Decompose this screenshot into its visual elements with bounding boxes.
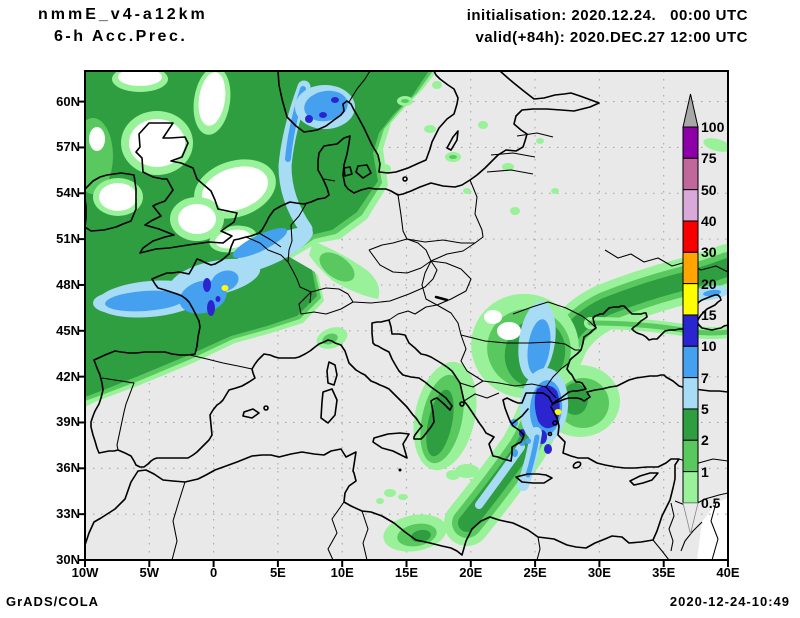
coast-blacksea-west	[551, 294, 728, 406]
island-corfu	[459, 401, 465, 407]
lat-tick-label: 60N	[56, 93, 80, 109]
colorbar-segment	[682, 251, 699, 285]
colorbar-level-label: 7	[701, 369, 709, 386]
init-time-label: initialisation: 2020.12.24. 00:00 UTC	[466, 7, 748, 24]
island-sicily	[372, 432, 410, 459]
island-crete	[515, 473, 553, 484]
coast-scandinavia	[277, 71, 459, 174]
lon-tick-label: 30E	[587, 565, 611, 580]
island-cyprus	[629, 472, 659, 486]
lon-tick-label: 35E	[652, 565, 676, 580]
colorbar-level-label: 0.5	[701, 494, 721, 511]
lat-tick-label: 33N	[56, 506, 80, 522]
lat-tick-label: 39N	[56, 414, 80, 430]
colorbar-level-label: 2	[701, 432, 709, 449]
lon-tick-label: 20E	[459, 565, 483, 580]
colorbar-segment	[682, 408, 699, 441]
lon-tick-label: 15E	[394, 565, 419, 580]
island-bornholm	[402, 176, 408, 182]
colorbar-level-label: 15	[701, 306, 717, 323]
colorbar-level-label: 10	[701, 338, 717, 355]
lat-tick-label: 36N	[56, 460, 80, 476]
colorbar-level-label: 50	[701, 181, 717, 198]
colorbar-level-label: 100	[701, 119, 725, 135]
lat-tick-label: 51N	[56, 231, 80, 247]
island-chios	[547, 431, 553, 437]
colorbar-segment	[682, 314, 699, 347]
island-malta	[398, 468, 402, 472]
island-corsica	[326, 361, 338, 386]
island-euboea	[512, 408, 529, 424]
precipitation-map	[78, 70, 729, 567]
coast-mainland-europe	[90, 71, 728, 468]
lat-tick-label: 45N	[56, 322, 80, 338]
lake-balaton	[434, 295, 449, 302]
creation-timestamp: 2020-12-24-10:49	[669, 594, 790, 609]
colorbar-level-label: 75	[701, 150, 717, 167]
dry-area-levant	[697, 498, 728, 560]
axis-ticks	[78, 100, 729, 567]
coast-great-britain	[135, 122, 238, 254]
island-mallorca	[242, 408, 260, 419]
colorbar-level-label: 30	[701, 244, 717, 261]
colorbar-level-label: 40	[701, 212, 717, 229]
colorbar-level-label: 20	[701, 275, 717, 292]
model-title: nmmE_v4-a12km	[38, 6, 208, 23]
island-sardinia	[320, 388, 338, 424]
colorbar-level-label: 1	[701, 463, 709, 480]
colorbar-under-arrow	[682, 502, 699, 535]
coast-levant-africa	[85, 406, 680, 556]
island-lesbos	[552, 420, 558, 426]
colorbar-over-arrow	[682, 93, 699, 128]
island-menorca	[263, 405, 269, 411]
colorbar-segment	[682, 189, 699, 222]
colorbar-segment	[682, 439, 699, 473]
colorbar-segment	[682, 126, 699, 159]
lat-tick-label: 48N	[56, 276, 80, 292]
colorbar-segment	[682, 345, 699, 379]
colorbar-level-label: 5	[701, 400, 709, 417]
lat-tick-label: 30N	[56, 552, 80, 567]
lat-tick-label: 54N	[56, 185, 80, 201]
colorbar-segment	[682, 377, 699, 410]
lat-tick-label: 57N	[56, 139, 80, 155]
island-gotland	[446, 130, 459, 151]
lon-tick-label: 5E	[269, 565, 286, 580]
island-zealand	[355, 164, 372, 179]
colorbar	[682, 93, 699, 535]
field-title: 6-h Acc.Prec.	[54, 28, 188, 45]
lat-tick-label: 42N	[56, 368, 80, 384]
grads-credit: GrADS/COLA	[6, 594, 100, 609]
colorbar-segment	[682, 471, 699, 504]
lon-tick-label: 10E	[330, 565, 354, 580]
lon-tick-label: 0	[209, 565, 218, 580]
island-rhodes	[572, 461, 582, 469]
colorbar-segment	[682, 220, 699, 253]
lon-tick-label: 5W	[139, 565, 160, 580]
colorbar-segment	[682, 157, 699, 191]
lon-tick-label: 25E	[523, 565, 547, 580]
colorbar-segment	[682, 283, 699, 316]
lon-tick-label: 40E	[716, 565, 740, 580]
lon-tick-label: 10W	[71, 565, 99, 580]
valid-time-label: valid(+84h): 2020.DEC.27 12:00 UTC	[475, 29, 748, 46]
island-funen	[343, 166, 353, 177]
